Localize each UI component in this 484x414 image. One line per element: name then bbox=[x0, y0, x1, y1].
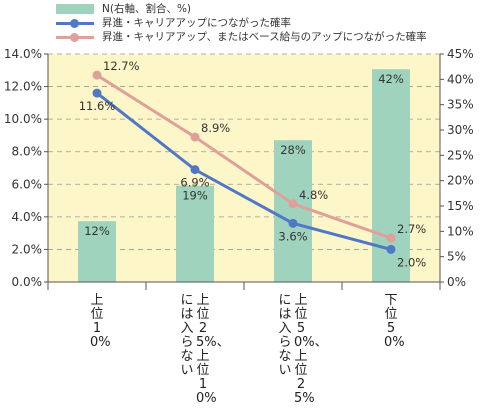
series-1-point bbox=[190, 165, 200, 175]
series-2-point bbox=[386, 233, 396, 243]
y-left-tick-label: 4.0% bbox=[12, 210, 43, 224]
y-right-tick-label: 45% bbox=[447, 47, 474, 61]
series-1-point bbox=[288, 218, 298, 228]
y-left-tick-label: 0.0% bbox=[12, 275, 43, 289]
axes: 0.0% 2.0% 4.0% 6.0% 8.0% 10.0% 12.0% 14.0% 0% 5% 1… bbox=[4, 47, 474, 290]
legend-label-bars: N(右軸、割合、%) bbox=[102, 3, 192, 15]
series-2-point bbox=[288, 199, 298, 209]
series-1-value-label: 3.6% bbox=[278, 229, 307, 243]
bar-value-label: 28% bbox=[280, 143, 306, 157]
series-1-value-label: 11.6% bbox=[79, 99, 116, 113]
category-label: 上位10% bbox=[90, 293, 111, 350]
y-right-tick-label: 35% bbox=[447, 98, 474, 112]
series-1-line bbox=[96, 91, 392, 251]
line-series bbox=[92, 70, 396, 254]
series-2-point bbox=[190, 132, 200, 142]
y-left-tick-label: 12.0% bbox=[4, 80, 42, 94]
legend-item-series-1: 昇進・キャリアアップにつながった確率 bbox=[56, 16, 427, 30]
series-2-line bbox=[96, 73, 392, 240]
bar bbox=[176, 185, 214, 282]
legend-item-bars: N(右軸、割合、%) bbox=[56, 2, 427, 16]
series-1-point bbox=[386, 244, 396, 254]
series-2-value-label: 2.7% bbox=[397, 222, 426, 236]
y-right-tick-label: 10% bbox=[447, 224, 474, 238]
y-left-tick-label: 6.0% bbox=[12, 177, 43, 191]
legend-swatch-series-1 bbox=[56, 18, 94, 28]
series-2-point bbox=[92, 70, 102, 80]
category-label: には入らない bbox=[180, 293, 194, 378]
y-right-tick-label: 0% bbox=[447, 275, 466, 289]
y-left-tick-label: 2.0% bbox=[12, 242, 43, 256]
y-left-tick-label: 8.0% bbox=[12, 145, 43, 159]
y-right-tick-label: 30% bbox=[447, 123, 474, 137]
bar-value-label: 19% bbox=[182, 189, 208, 203]
legend-label-series-1: 昇進・キャリアアップにつながった確率 bbox=[102, 17, 291, 29]
y-right-tick-label: 5% bbox=[447, 250, 466, 264]
series-2-value-label: 8.9% bbox=[201, 121, 230, 135]
category-label: 上位25%、上位10% bbox=[196, 293, 230, 406]
series-1-point bbox=[92, 88, 102, 98]
series-1-value-label: 6.9% bbox=[180, 176, 209, 190]
bar bbox=[274, 140, 312, 282]
legend-item-series-2: 昇進・キャリアアップ、またはベース給与のアップにつながった確率 bbox=[56, 30, 427, 44]
y-right-tick-label: 40% bbox=[447, 72, 474, 86]
y-left-tick-label: 10.0% bbox=[4, 112, 42, 126]
bar-value-label: 12% bbox=[84, 224, 110, 238]
y-right-tick-label: 20% bbox=[447, 174, 474, 188]
legend: N(右軸、割合、%) 昇進・キャリアアップにつながった確率 昇進・キャリアアップ… bbox=[56, 2, 427, 44]
category-label: には入らない bbox=[278, 293, 292, 378]
category-label: 上位50%、上位25% bbox=[294, 293, 328, 406]
legend-label-series-2: 昇進・キャリアアップ、またはベース給与のアップにつながった確率 bbox=[102, 31, 427, 43]
series-2-value-label: 12.7% bbox=[103, 59, 140, 73]
category-label: 下位50% bbox=[384, 293, 405, 350]
legend-swatch-bars bbox=[56, 4, 94, 14]
series-1-value-label: 2.0% bbox=[397, 255, 426, 269]
y-right-tick-label: 25% bbox=[447, 148, 474, 162]
series-2-value-label: 4.8% bbox=[299, 188, 328, 202]
bar-value-label: 42% bbox=[378, 72, 404, 86]
legend-swatch-series-2 bbox=[56, 32, 94, 42]
y-right-tick-label: 15% bbox=[447, 199, 474, 213]
bar bbox=[78, 221, 116, 282]
y-left-tick-label: 14.0% bbox=[4, 47, 42, 61]
data-labels: 12% 19% 28% 42% 12.7% 8.9% 4.8% 2.7% 11.6% 6.9% 3.… bbox=[79, 59, 427, 269]
